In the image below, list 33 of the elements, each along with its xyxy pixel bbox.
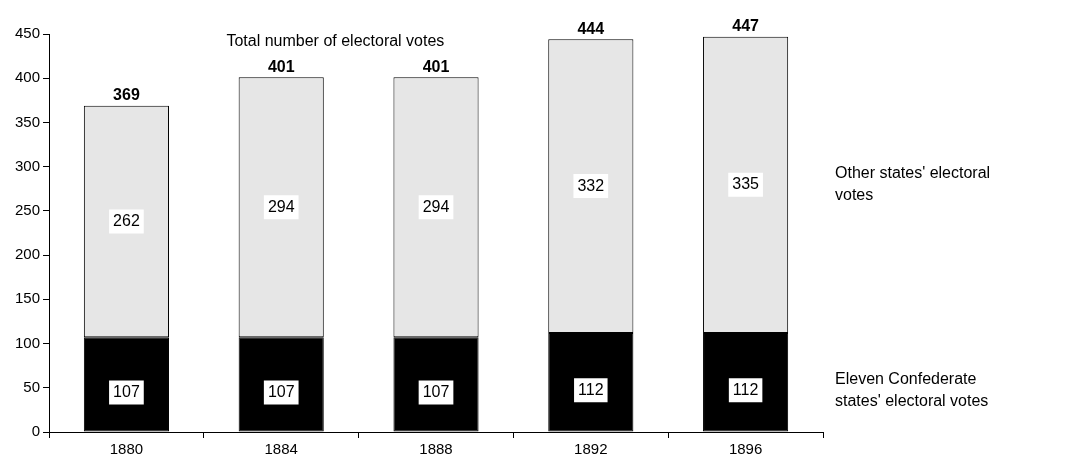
data-label: 335 <box>732 175 760 193</box>
total-label: 401 <box>422 57 450 75</box>
data-label: 112 <box>578 380 604 398</box>
y-tick-label: 100 <box>15 333 41 351</box>
data-label: 332 <box>577 176 605 194</box>
y-tick-label: 300 <box>15 156 41 174</box>
data-label: 262 <box>113 211 140 229</box>
total-label: 444 <box>577 19 605 37</box>
data-label: 112 <box>732 380 759 398</box>
text: Other states' electoral votes <box>835 164 991 204</box>
data-label: 107 <box>422 382 450 400</box>
total-label: 447 <box>732 17 760 35</box>
y-tick-label: 350 <box>15 112 41 130</box>
y-tick-label: 0 <box>31 422 41 440</box>
y-tick-label: 50 <box>23 377 41 395</box>
data-label: 294 <box>267 197 295 215</box>
total-label: 401 <box>267 57 295 75</box>
y-tick-label: 250 <box>15 201 41 219</box>
y-tick-label: 450 <box>15 24 41 42</box>
total-label: 369 <box>113 86 140 104</box>
y-tick-label: 400 <box>15 68 41 86</box>
chart-title: Total number of electoral votes <box>226 32 445 50</box>
x-tick-label: 1896 <box>728 440 763 458</box>
y-tick-label: 150 <box>15 289 41 307</box>
x-tick-label: 1888 <box>419 440 453 458</box>
text: Eleven Confederate states' electoral votes <box>835 369 989 409</box>
y-tick-label: 200 <box>15 245 41 263</box>
x-tick-label: 1884 <box>264 440 298 458</box>
x-tick-label: 1880 <box>109 440 144 458</box>
data-label: 294 <box>422 197 450 215</box>
data-label: 107 <box>113 382 140 400</box>
data-label: 107 <box>267 382 295 400</box>
x-tick-label: 1892 <box>574 440 608 458</box>
